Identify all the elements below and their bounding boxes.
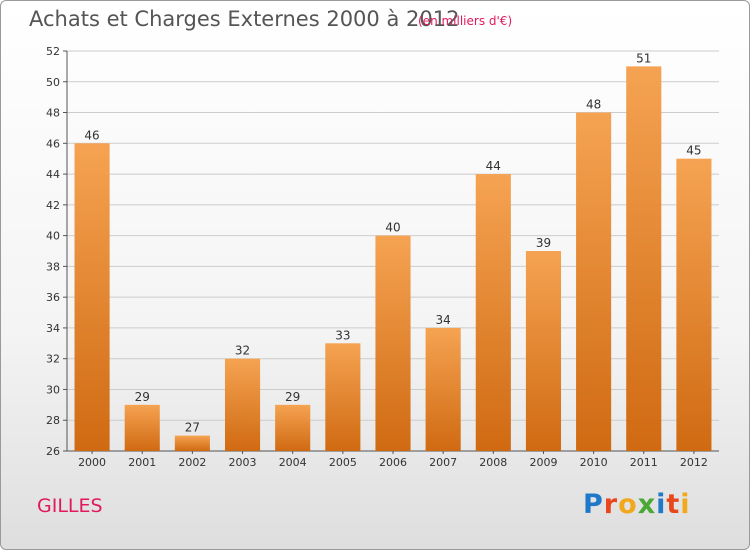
bar-2009 [525, 251, 562, 451]
x-tick-label: 2006 [379, 456, 407, 469]
bar-2004 [275, 404, 311, 451]
data-label: 29 [285, 390, 300, 404]
data-label: 51 [636, 51, 651, 65]
x-tick-label: 2007 [429, 456, 457, 469]
data-label: 29 [135, 390, 150, 404]
chart-unit: (en milliers d'€) [418, 14, 513, 28]
bar-2001 [124, 404, 160, 451]
proxiti-logo: Proxiti [583, 489, 691, 520]
x-tick-label: 2002 [178, 456, 206, 469]
y-tick-label: 48 [46, 107, 60, 120]
y-tick-label: 26 [46, 445, 60, 458]
chart-title: Achats et Charges Externes 2000 à 2012 [29, 7, 460, 31]
data-label: 46 [84, 128, 99, 142]
bar-2006 [375, 235, 411, 451]
y-tick-label: 34 [46, 322, 60, 335]
y-tick-label: 32 [46, 353, 60, 366]
bar-2012 [676, 158, 712, 451]
bar-2000 [74, 143, 110, 452]
logo-letter: r [603, 489, 619, 520]
x-tick-label: 2003 [229, 456, 257, 469]
logo-letter: t [666, 489, 681, 520]
data-label: 33 [335, 328, 350, 342]
bar-2005 [325, 343, 361, 451]
x-tick-label: 2009 [529, 456, 557, 469]
y-tick-label: 40 [46, 230, 60, 243]
x-tick-label: 2010 [580, 456, 608, 469]
x-tick-label: 2004 [279, 456, 307, 469]
bar-2002 [174, 435, 210, 451]
x-tick-label: 2000 [78, 456, 106, 469]
logo-letter: o [618, 489, 638, 520]
logo-letter: P [583, 489, 604, 520]
y-tick-label: 42 [46, 199, 60, 212]
bar-2007 [425, 327, 461, 451]
logo-letter: x [637, 489, 657, 520]
x-tick-label: 2005 [329, 456, 357, 469]
logo-letter: i [656, 489, 667, 520]
y-tick-label: 52 [46, 45, 60, 58]
data-label: 44 [486, 159, 501, 173]
y-tick-label: 50 [46, 76, 60, 89]
data-label: 45 [686, 144, 701, 158]
bar-2003 [224, 358, 261, 451]
data-label: 34 [436, 313, 451, 327]
x-tick-label: 2001 [128, 456, 156, 469]
y-tick-label: 28 [46, 414, 60, 427]
data-label: 32 [235, 344, 250, 358]
data-label: 39 [536, 236, 551, 250]
data-label: 48 [586, 98, 601, 112]
y-tick-label: 30 [46, 383, 60, 396]
bar-2011 [626, 66, 662, 451]
place-name: GILLES [37, 495, 103, 517]
x-tick-label: 2011 [630, 456, 658, 469]
bar-2008 [475, 174, 511, 452]
x-tick-label: 2012 [680, 456, 708, 469]
data-label: 40 [385, 221, 400, 235]
y-tick-label: 46 [46, 137, 60, 150]
data-label: 27 [185, 421, 200, 435]
bar-2010 [576, 112, 612, 452]
y-tick-label: 38 [46, 260, 60, 273]
y-tick-label: 44 [46, 168, 60, 181]
x-tick-label: 2008 [479, 456, 507, 469]
y-tick-label: 36 [46, 291, 60, 304]
logo-letter: i [680, 489, 691, 520]
